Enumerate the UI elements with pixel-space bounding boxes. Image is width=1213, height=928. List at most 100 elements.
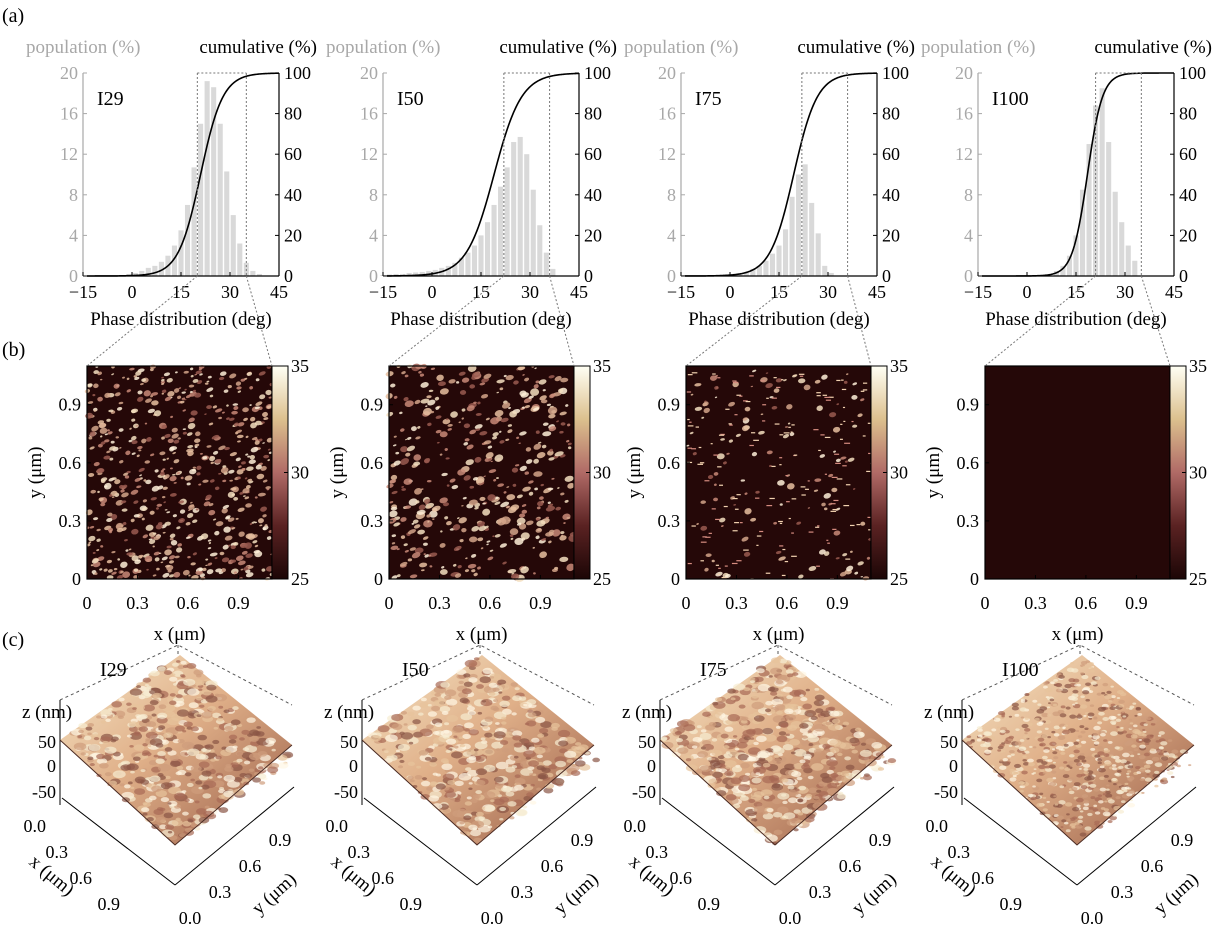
surface-texture — [537, 773, 549, 780]
surface-texture — [1115, 796, 1121, 800]
bar — [1066, 255, 1073, 276]
phase-feature — [471, 371, 481, 378]
x-axis — [661, 797, 776, 886]
surface-texture — [498, 684, 510, 691]
x-axis — [363, 797, 478, 886]
surface-texture — [152, 692, 162, 699]
phase-feature — [771, 405, 778, 410]
surface-texture — [235, 751, 244, 756]
y-tick-label-right: 80 — [1179, 104, 1197, 124]
phase-feature — [220, 568, 227, 573]
surface-texture — [1132, 702, 1137, 705]
surface-texture — [225, 763, 233, 768]
x-axis — [61, 797, 176, 886]
surface-texture — [1117, 809, 1125, 814]
phase-feature — [162, 486, 168, 490]
surface-texture — [143, 704, 155, 712]
phase-feature — [136, 454, 140, 458]
phase-feature — [840, 423, 843, 425]
bar — [171, 245, 178, 276]
phase-feature — [843, 380, 848, 384]
surface-texture — [1070, 662, 1075, 665]
surface-texture — [441, 710, 449, 715]
surface-texture — [512, 695, 522, 702]
surface-texture — [1009, 777, 1017, 782]
phase-feature — [832, 528, 837, 530]
phase-feature — [121, 492, 129, 498]
sample-label: I29 — [97, 88, 124, 110]
phase-feature — [229, 373, 237, 379]
phase-feature — [538, 379, 547, 385]
surface-texture — [140, 769, 146, 773]
surface-texture — [432, 803, 443, 810]
bar — [132, 272, 138, 276]
phase-feature — [399, 561, 408, 567]
z-axis-label: z (nm) — [324, 702, 374, 723]
phase-feature — [87, 401, 94, 404]
bar — [178, 230, 184, 276]
surface-texture — [265, 737, 277, 745]
phase-feature — [765, 383, 773, 389]
surface-texture — [134, 788, 146, 795]
y-tick-label-right: 80 — [882, 104, 900, 124]
phase-feature — [181, 397, 186, 400]
phase-feature — [547, 487, 554, 491]
surface-texture — [528, 746, 536, 751]
phase-feature — [168, 555, 176, 560]
phase-feature — [255, 378, 260, 382]
surface-texture — [223, 774, 236, 782]
bar — [184, 204, 191, 276]
surface-texture — [699, 765, 711, 773]
surface-texture — [505, 766, 516, 773]
phase-feature — [254, 440, 260, 445]
surface-texture — [762, 813, 774, 820]
phase-feature — [749, 444, 754, 447]
phase-feature — [221, 508, 228, 514]
bar — [776, 245, 782, 276]
phase-feature — [95, 366, 99, 368]
phase-feature — [141, 517, 145, 521]
y-tick-label-left: 12 — [60, 144, 78, 164]
phase-feature — [834, 453, 840, 455]
surface-texture — [186, 662, 197, 669]
phase-feature — [189, 390, 193, 393]
surface-texture — [1046, 800, 1050, 803]
phase-feature — [474, 456, 482, 463]
phase-feature — [765, 572, 771, 574]
phase-feature — [862, 389, 868, 391]
x-tick-label: 45 — [270, 282, 288, 302]
surface-texture — [536, 787, 542, 791]
phase-feature — [713, 472, 719, 476]
phase-feature — [782, 434, 790, 439]
phase-feature — [419, 373, 425, 377]
y-axis-label: y (μm) — [327, 447, 348, 499]
phase-feature — [130, 408, 139, 414]
surface-texture — [859, 777, 865, 780]
phase-feature — [777, 480, 785, 486]
surface-texture — [813, 723, 826, 732]
surface-texture — [223, 790, 235, 798]
surface-texture — [1101, 691, 1106, 695]
phase-feature — [435, 429, 442, 434]
phase-feature — [516, 436, 520, 440]
surface-texture — [984, 731, 993, 737]
surface-texture — [1126, 772, 1130, 775]
phase-feature — [231, 410, 238, 415]
phase-feature — [857, 561, 864, 566]
bar — [250, 270, 256, 276]
surface-texture — [441, 763, 453, 771]
z-tick-label: 0 — [349, 756, 358, 776]
phase-feature — [257, 492, 266, 497]
phase-feature — [131, 452, 136, 455]
phase-feature — [545, 516, 550, 519]
surface-texture — [1008, 744, 1013, 748]
surface-texture — [435, 783, 446, 790]
x-tick-label: 0.6 — [177, 593, 200, 613]
phase-feature — [185, 536, 191, 539]
phase-feature — [783, 432, 790, 434]
surface-texture — [1036, 802, 1044, 808]
surface-texture — [465, 767, 472, 772]
surface-texture — [96, 758, 108, 765]
surface-texture — [1089, 783, 1097, 788]
